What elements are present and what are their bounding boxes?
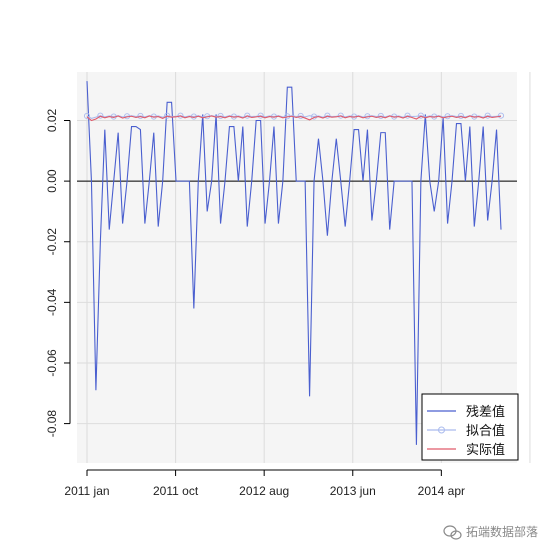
series-point-1 xyxy=(484,112,491,119)
series-point-1 xyxy=(244,112,251,119)
y-tick-label: 0.00 xyxy=(45,169,59,193)
series-point-1 xyxy=(324,112,331,119)
legend-label-residual: 残差值 xyxy=(466,404,505,420)
series-point-1 xyxy=(177,112,184,119)
series-point-1 xyxy=(137,112,144,119)
series-point-1 xyxy=(257,112,264,119)
series-point-1 xyxy=(217,112,224,119)
x-tick-label: 2014 apr xyxy=(418,484,465,498)
y-tick-label: 0.02 xyxy=(45,108,59,132)
series-point-1 xyxy=(83,112,91,119)
series-point-1 xyxy=(404,112,411,119)
x-tick-label: 2011 oct xyxy=(153,484,199,498)
watermark: 拓端数据部落 xyxy=(443,524,538,540)
x-tick-label: 2013 jun xyxy=(330,484,376,498)
axes: 0.02 0.00 -0.02 -0.04 -0.06 -0.08 2011 jan 2011… xyxy=(45,108,465,498)
series-point-1 xyxy=(377,112,384,119)
legend: 残差值 拟合值 实际值 xyxy=(421,393,519,461)
x-tick-label: 2011 jan xyxy=(64,484,109,498)
series-group xyxy=(83,81,505,445)
series-point-1 xyxy=(457,112,464,119)
series-line-0 xyxy=(86,81,502,445)
series-point-1 xyxy=(417,112,424,119)
x-tick-label: 2012 aug xyxy=(239,484,289,498)
legend-label-fitted: 拟合值 xyxy=(466,423,505,439)
series-point-1 xyxy=(97,112,104,119)
series-point-1 xyxy=(297,112,304,119)
watermark-text: 拓端数据部落 xyxy=(466,524,538,539)
series-point-1 xyxy=(497,112,505,119)
wechat-logo-icon xyxy=(443,525,462,540)
legend-label-actual: 实际值 xyxy=(466,442,505,458)
series-line-2 xyxy=(86,115,502,122)
series-point-1 xyxy=(164,112,171,119)
y-tick-label: -0.02 xyxy=(45,228,59,256)
legend-marker-fitted xyxy=(438,426,445,434)
series-point-1 xyxy=(337,112,344,119)
y-tick-label: -0.06 xyxy=(45,349,59,377)
y-tick-label: -0.08 xyxy=(45,410,59,438)
y-tick-label: -0.04 xyxy=(45,288,59,316)
